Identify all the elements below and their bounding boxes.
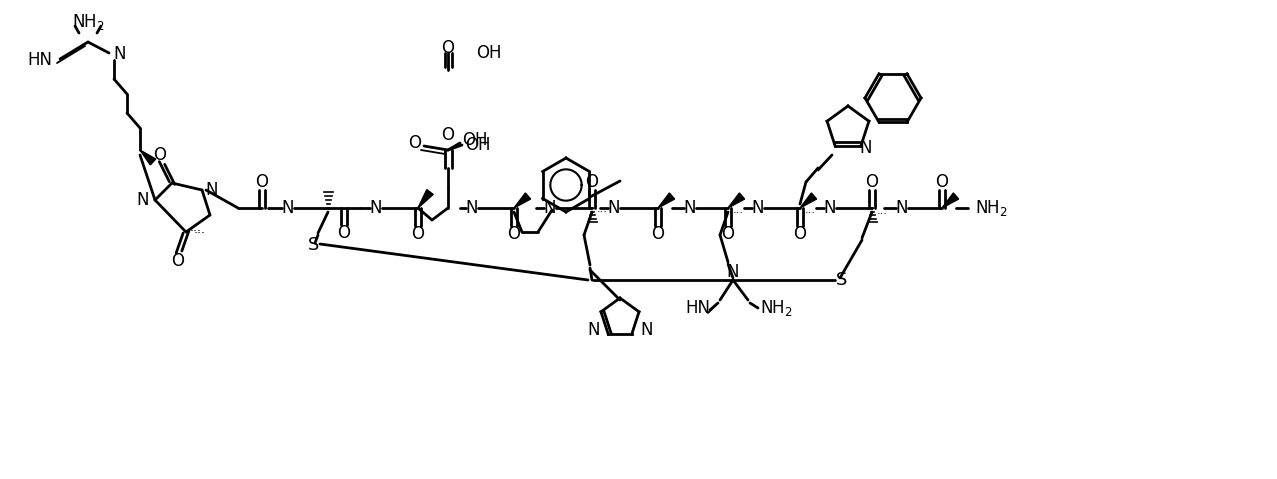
Text: N: N xyxy=(282,199,294,217)
Text: N: N xyxy=(727,263,739,281)
Text: OH: OH xyxy=(462,131,488,149)
Text: S: S xyxy=(836,271,848,289)
Text: N: N xyxy=(824,199,836,217)
Text: N: N xyxy=(895,199,908,217)
Text: O: O xyxy=(866,173,879,191)
Text: ···: ··· xyxy=(190,226,202,239)
Text: ···: ··· xyxy=(877,209,888,219)
Text: N: N xyxy=(640,321,653,339)
Text: O: O xyxy=(407,134,421,152)
Text: OH: OH xyxy=(465,136,490,154)
Text: ···: ··· xyxy=(733,208,744,218)
Text: NH$_2$: NH$_2$ xyxy=(760,298,793,318)
Polygon shape xyxy=(728,193,744,208)
Polygon shape xyxy=(799,193,816,208)
Text: O: O xyxy=(411,225,424,243)
Text: NH$_2$: NH$_2$ xyxy=(976,198,1008,218)
Text: ···: ··· xyxy=(805,208,816,218)
Text: O: O xyxy=(722,225,734,243)
Text: N: N xyxy=(370,199,382,217)
Text: O: O xyxy=(585,173,599,191)
Text: O: O xyxy=(442,126,455,144)
Text: HN: HN xyxy=(27,51,52,69)
Text: N: N xyxy=(112,45,125,63)
Text: ···: ··· xyxy=(598,207,608,217)
Text: O: O xyxy=(153,146,166,164)
Text: O: O xyxy=(337,224,350,242)
Polygon shape xyxy=(942,193,959,208)
Text: N: N xyxy=(137,191,149,209)
Text: O: O xyxy=(793,225,807,243)
Polygon shape xyxy=(658,193,674,208)
Text: N: N xyxy=(587,321,600,339)
Text: OH: OH xyxy=(476,44,502,62)
Text: NH$_2$: NH$_2$ xyxy=(72,12,105,32)
Text: HN: HN xyxy=(684,299,710,317)
Text: O: O xyxy=(171,252,184,270)
Polygon shape xyxy=(515,193,531,208)
Text: ···: ··· xyxy=(194,228,206,240)
Text: O: O xyxy=(507,225,521,243)
Text: N: N xyxy=(859,139,872,157)
Text: N: N xyxy=(466,199,479,217)
Text: N: N xyxy=(544,199,557,217)
Text: N: N xyxy=(752,199,764,217)
Text: N: N xyxy=(206,181,217,199)
Polygon shape xyxy=(418,190,433,208)
Text: S: S xyxy=(308,236,319,254)
Text: O: O xyxy=(936,173,949,191)
Polygon shape xyxy=(140,150,156,165)
Text: N: N xyxy=(608,199,621,217)
Text: N: N xyxy=(683,199,696,217)
Text: O: O xyxy=(651,225,664,243)
Text: O: O xyxy=(255,173,268,191)
Text: O: O xyxy=(441,39,455,57)
